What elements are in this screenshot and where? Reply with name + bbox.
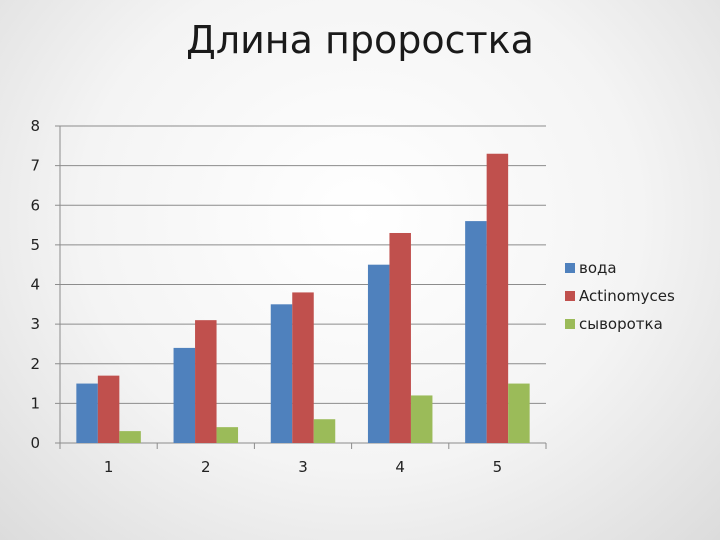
- y-tick-label: 0: [30, 434, 40, 452]
- bar: [173, 347, 196, 443]
- y-tick-labels: 0 1 2 3 4 5 6 7 8: [30, 117, 40, 452]
- x-tick-label: 5: [493, 458, 503, 476]
- y-tick-label: 4: [30, 276, 40, 294]
- y-tick-label: 8: [30, 117, 40, 135]
- bar: [292, 292, 314, 443]
- legend-item: Actinomyces: [565, 287, 675, 305]
- y-tick-label: 6: [30, 196, 40, 214]
- legend-swatch: [565, 291, 575, 301]
- x-tick-label: 1: [104, 458, 114, 476]
- legend: вода Actinomyces сыворотка: [565, 259, 675, 333]
- bar: [410, 395, 433, 443]
- legend-swatch: [565, 263, 575, 273]
- legend-item: сыворотка: [565, 315, 663, 333]
- bar: [216, 427, 239, 443]
- x-tick-label: 2: [201, 458, 211, 476]
- x-tick-label: 3: [298, 458, 308, 476]
- legend-label: вода: [579, 259, 617, 277]
- bar: [119, 431, 141, 443]
- bar: [367, 264, 390, 443]
- bar: [270, 304, 293, 443]
- y-tick-label: 3: [30, 315, 40, 333]
- y-tick-label: 7: [30, 157, 40, 175]
- y-tick-label: 2: [30, 355, 40, 373]
- legend-item: вода: [565, 259, 617, 277]
- bars: [76, 153, 530, 444]
- bar: [313, 419, 336, 443]
- legend-label: Actinomyces: [579, 287, 675, 305]
- bar: [465, 221, 487, 443]
- bar: [486, 153, 509, 444]
- bar: [195, 320, 217, 443]
- bar: [508, 383, 530, 443]
- x-tick-label: 4: [395, 458, 405, 476]
- chart-title: Длина проростка: [186, 18, 534, 62]
- y-tick-label: 1: [30, 394, 40, 412]
- bar: [389, 232, 411, 443]
- bar: [97, 375, 120, 443]
- y-tick-label: 5: [30, 236, 40, 254]
- bar: [76, 383, 98, 443]
- legend-label: сыворотка: [579, 315, 663, 333]
- legend-swatch: [565, 319, 575, 329]
- x-tick-labels: 1 2 3 4 5: [104, 458, 502, 476]
